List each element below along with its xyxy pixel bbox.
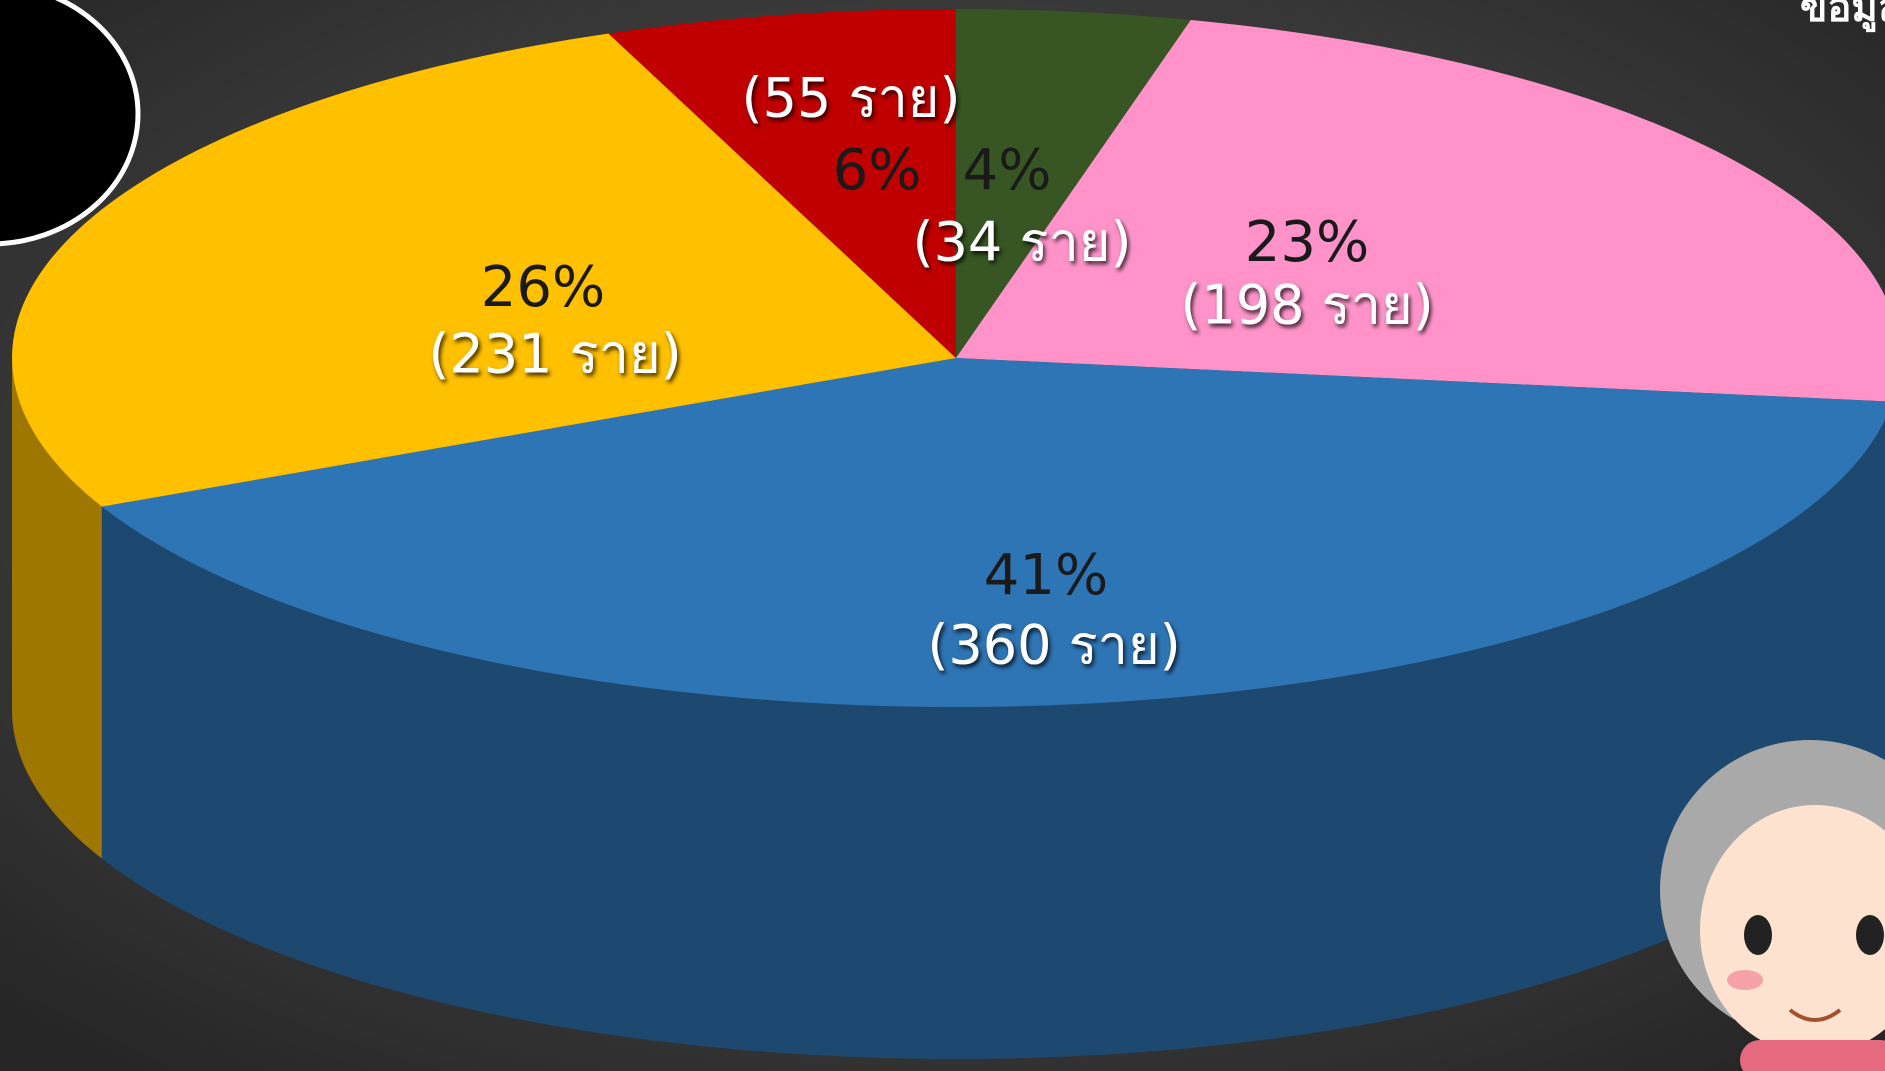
grandma-illustration [1660, 740, 1885, 1071]
percent-label: 26% [481, 255, 605, 320]
percent-label: 23% [1245, 210, 1369, 275]
count-label: (360 ราย) [927, 614, 1180, 677]
slice [101, 358, 1885, 707]
slice [12, 33, 956, 507]
slice-side [101, 419, 1885, 1059]
count-label: (231 ราย) [428, 323, 681, 386]
count-label: (198 ราย) [1180, 274, 1433, 337]
slice [956, 19, 1885, 402]
slice-side [12, 358, 102, 859]
header-text: ข้อมูล ณ [1800, 0, 1885, 32]
percent-label: 6% [833, 138, 922, 203]
slice [608, 9, 956, 358]
percent-label: 4% [963, 138, 1052, 203]
count-label: (55 ราย) [742, 67, 961, 130]
pie [12, 9, 1885, 1059]
badge-circle [0, 0, 141, 247]
count-label: (34 ราย) [913, 211, 1132, 274]
percent-label: 41% [984, 543, 1108, 608]
slice [956, 9, 1191, 358]
